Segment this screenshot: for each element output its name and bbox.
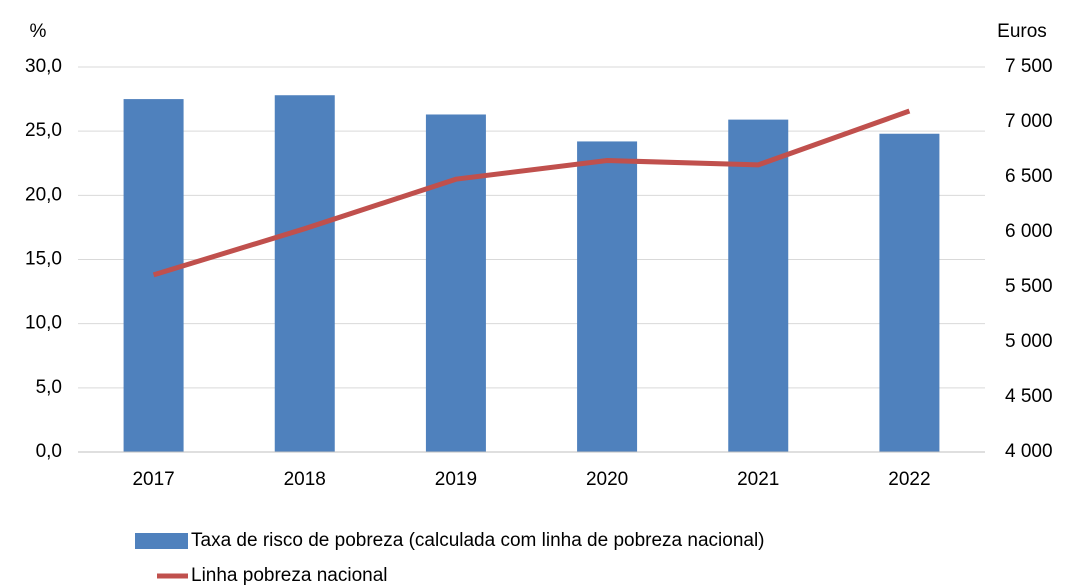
bar bbox=[728, 119, 789, 452]
bar bbox=[274, 95, 335, 452]
y2-tick-label: 4 500 bbox=[1005, 386, 1053, 407]
bar bbox=[879, 133, 940, 452]
y-tick-label: 25,0 bbox=[25, 120, 62, 141]
y-tick-label: 0,0 bbox=[36, 441, 62, 462]
line bbox=[152, 108, 911, 278]
y2-tick-label: 4 000 bbox=[1005, 441, 1053, 462]
bar bbox=[123, 99, 184, 452]
y-tick-label: 15,0 bbox=[25, 249, 62, 270]
legend-swatch bbox=[135, 533, 188, 549]
bar bbox=[577, 141, 638, 452]
y2-tick-label: 7 000 bbox=[1005, 111, 1053, 132]
y-tick-label: 5,0 bbox=[36, 377, 62, 398]
y-tick-label: 10,0 bbox=[25, 313, 62, 334]
y-tick-label: 30,0 bbox=[25, 56, 62, 77]
y-axis-title: % bbox=[30, 21, 47, 42]
y2-tick-label: 6 500 bbox=[1005, 166, 1053, 187]
y2-tick-label: 7 500 bbox=[1005, 56, 1053, 77]
bar bbox=[425, 114, 486, 452]
y2-axis-title: Euros bbox=[997, 21, 1047, 42]
x-tick-label: 2020 bbox=[586, 469, 628, 490]
y2-tick-label: 5 000 bbox=[1005, 331, 1053, 352]
x-tick-label: 2021 bbox=[737, 469, 779, 490]
y2-tick-label: 5 500 bbox=[1005, 276, 1053, 297]
legend-label: Taxa de risco de pobreza (calculada com … bbox=[191, 530, 765, 551]
x-tick-label: 2022 bbox=[888, 469, 930, 490]
y-tick-label: 20,0 bbox=[25, 184, 62, 205]
x-tick-label: 2017 bbox=[132, 469, 174, 490]
y2-tick-label: 6 000 bbox=[1005, 221, 1053, 242]
x-tick-label: 2018 bbox=[284, 469, 326, 490]
legend-label: Linha pobreza nacional bbox=[191, 565, 388, 585]
x-tick-label: 2019 bbox=[435, 469, 477, 490]
